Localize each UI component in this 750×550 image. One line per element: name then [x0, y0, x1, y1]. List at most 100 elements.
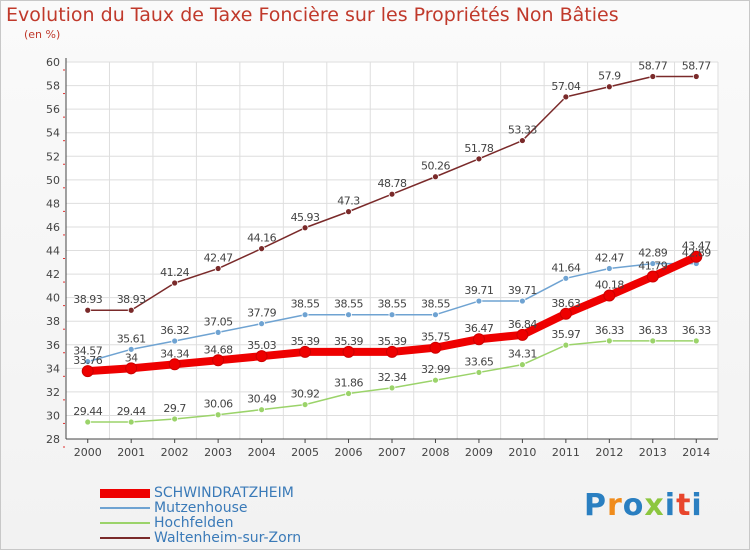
axes: 28 30 32 34 36 38 40 42 44 46 48 50 52 54 56 58 60 2000 20…	[46, 56, 718, 459]
data-label-1: 34.57	[73, 345, 102, 358]
series-point-3	[649, 73, 657, 80]
series-point-3	[301, 224, 309, 232]
logo-letter: i	[664, 488, 677, 523]
series-point-2	[345, 390, 352, 397]
proxiti-logo: Proxiti	[584, 488, 703, 523]
series-point-3	[214, 265, 222, 272]
series-point-1	[432, 311, 439, 319]
legend-item-3: Waltenheim-sur-Zorn	[100, 530, 360, 546]
y-tick-label: 30	[46, 409, 60, 422]
series-point-1	[214, 328, 222, 336]
chart-title: Evolution du Taux de Taxe Foncière sur l…	[6, 4, 619, 26]
series-point-0	[342, 345, 355, 358]
data-label-1: 38.55	[421, 298, 450, 311]
data-label-3: 58.77	[682, 59, 711, 72]
y-tick-label: 34	[46, 362, 60, 375]
series-point-3	[605, 83, 613, 91]
series-point-3	[562, 93, 570, 101]
series-point-1	[562, 274, 570, 282]
logo-letter: t	[676, 488, 692, 523]
series-point-0	[168, 358, 181, 371]
series-point-1	[84, 358, 92, 365]
series-point-3	[171, 279, 179, 287]
data-label-2: 32.34	[378, 371, 407, 384]
data-label-3: 42.47	[204, 252, 233, 265]
data-label-1: 35.61	[117, 332, 146, 345]
data-label-2: 36.33	[682, 324, 711, 337]
y-tick-label: 50	[46, 174, 60, 187]
series-point-1	[301, 311, 309, 319]
data-label-2: 33.65	[464, 355, 493, 368]
y-tick-label: 44	[46, 245, 60, 258]
series-point-2	[519, 361, 526, 369]
y-tick-label: 40	[46, 292, 60, 305]
series-point-1	[127, 345, 135, 353]
data-label-2: 30.92	[291, 388, 320, 401]
series-point-1	[345, 311, 352, 319]
data-label-3: 57.04	[551, 80, 580, 93]
data-label-0: 35.39	[378, 335, 407, 348]
data-label-0: 35.75	[421, 331, 450, 344]
data-label-1: 38.55	[334, 298, 363, 311]
series-point-0	[255, 350, 268, 363]
chart-subtitle: (en %)	[24, 28, 61, 41]
series-point-2	[171, 415, 179, 423]
x-tick-label: 2013	[639, 446, 667, 459]
series-point-3	[519, 137, 526, 144]
data-label-3: 44.16	[247, 232, 276, 245]
series-point-0	[386, 345, 398, 358]
y-tick-label: 52	[46, 150, 60, 163]
series-point-3	[388, 190, 396, 198]
series-point-0	[81, 365, 94, 378]
logo-letter: P	[584, 488, 607, 523]
data-label-0: 34.34	[160, 347, 189, 360]
data-label-0: 35.39	[334, 335, 363, 348]
x-tick-label: 2005	[291, 446, 319, 459]
data-labels: 33.76 34 34.34 34.68 35.03 35.39 35.39 35.39 35.…	[73, 59, 712, 418]
series-point-0	[299, 345, 312, 358]
series-point-1	[519, 297, 526, 305]
series-point-0	[516, 328, 529, 341]
y-tick-label: 32	[46, 386, 60, 399]
series-point-0	[603, 289, 616, 302]
series-point-2	[301, 401, 309, 408]
series-point-2	[432, 376, 439, 384]
data-label-3: 58.77	[638, 59, 667, 72]
series-point-2	[127, 418, 135, 426]
data-label-3: 57.9	[598, 70, 621, 83]
data-label-1: 39.71	[508, 284, 537, 297]
x-tick-label: 2002	[161, 446, 189, 459]
y-tick-label: 48	[46, 197, 60, 210]
y-tick-label: 42	[46, 268, 60, 281]
data-label-1: 39.71	[464, 284, 493, 297]
data-label-3: 50.26	[421, 160, 450, 173]
series-point-0	[212, 354, 225, 367]
logo-letter: x	[644, 488, 665, 523]
x-tick-label: 2004	[248, 446, 276, 459]
legend-swatch	[100, 488, 150, 498]
logo-letter: i	[691, 488, 703, 523]
series-point-3	[692, 73, 700, 80]
data-label-3: 38.93	[73, 293, 102, 306]
y-tick-label: 36	[46, 339, 60, 352]
data-label-1: 41.64	[551, 261, 580, 274]
data-label-0: 36.47	[464, 322, 493, 335]
data-label-2: 32.99	[421, 363, 450, 376]
series-point-0	[125, 362, 138, 375]
y-tick-label: 38	[46, 315, 60, 328]
y-tick-label: 46	[46, 221, 60, 234]
series-point-2	[388, 384, 396, 392]
x-tick-label: 2011	[552, 446, 580, 459]
series-point-1	[388, 311, 396, 319]
series-point-2	[562, 341, 570, 349]
data-label-1: 38.55	[291, 298, 320, 311]
legend: SCHWINDRATZHEIM Mutzenhouse Hochfelden Walt…	[100, 485, 360, 546]
data-label-1: 42.89	[682, 247, 711, 260]
series-point-0	[690, 250, 703, 263]
data-label-1: 42.47	[595, 252, 624, 265]
data-label-1: 42.89	[638, 247, 667, 260]
y-tick-label: 56	[46, 103, 60, 116]
x-tick-label: 2008	[421, 446, 449, 459]
legend-swatch	[100, 537, 150, 539]
